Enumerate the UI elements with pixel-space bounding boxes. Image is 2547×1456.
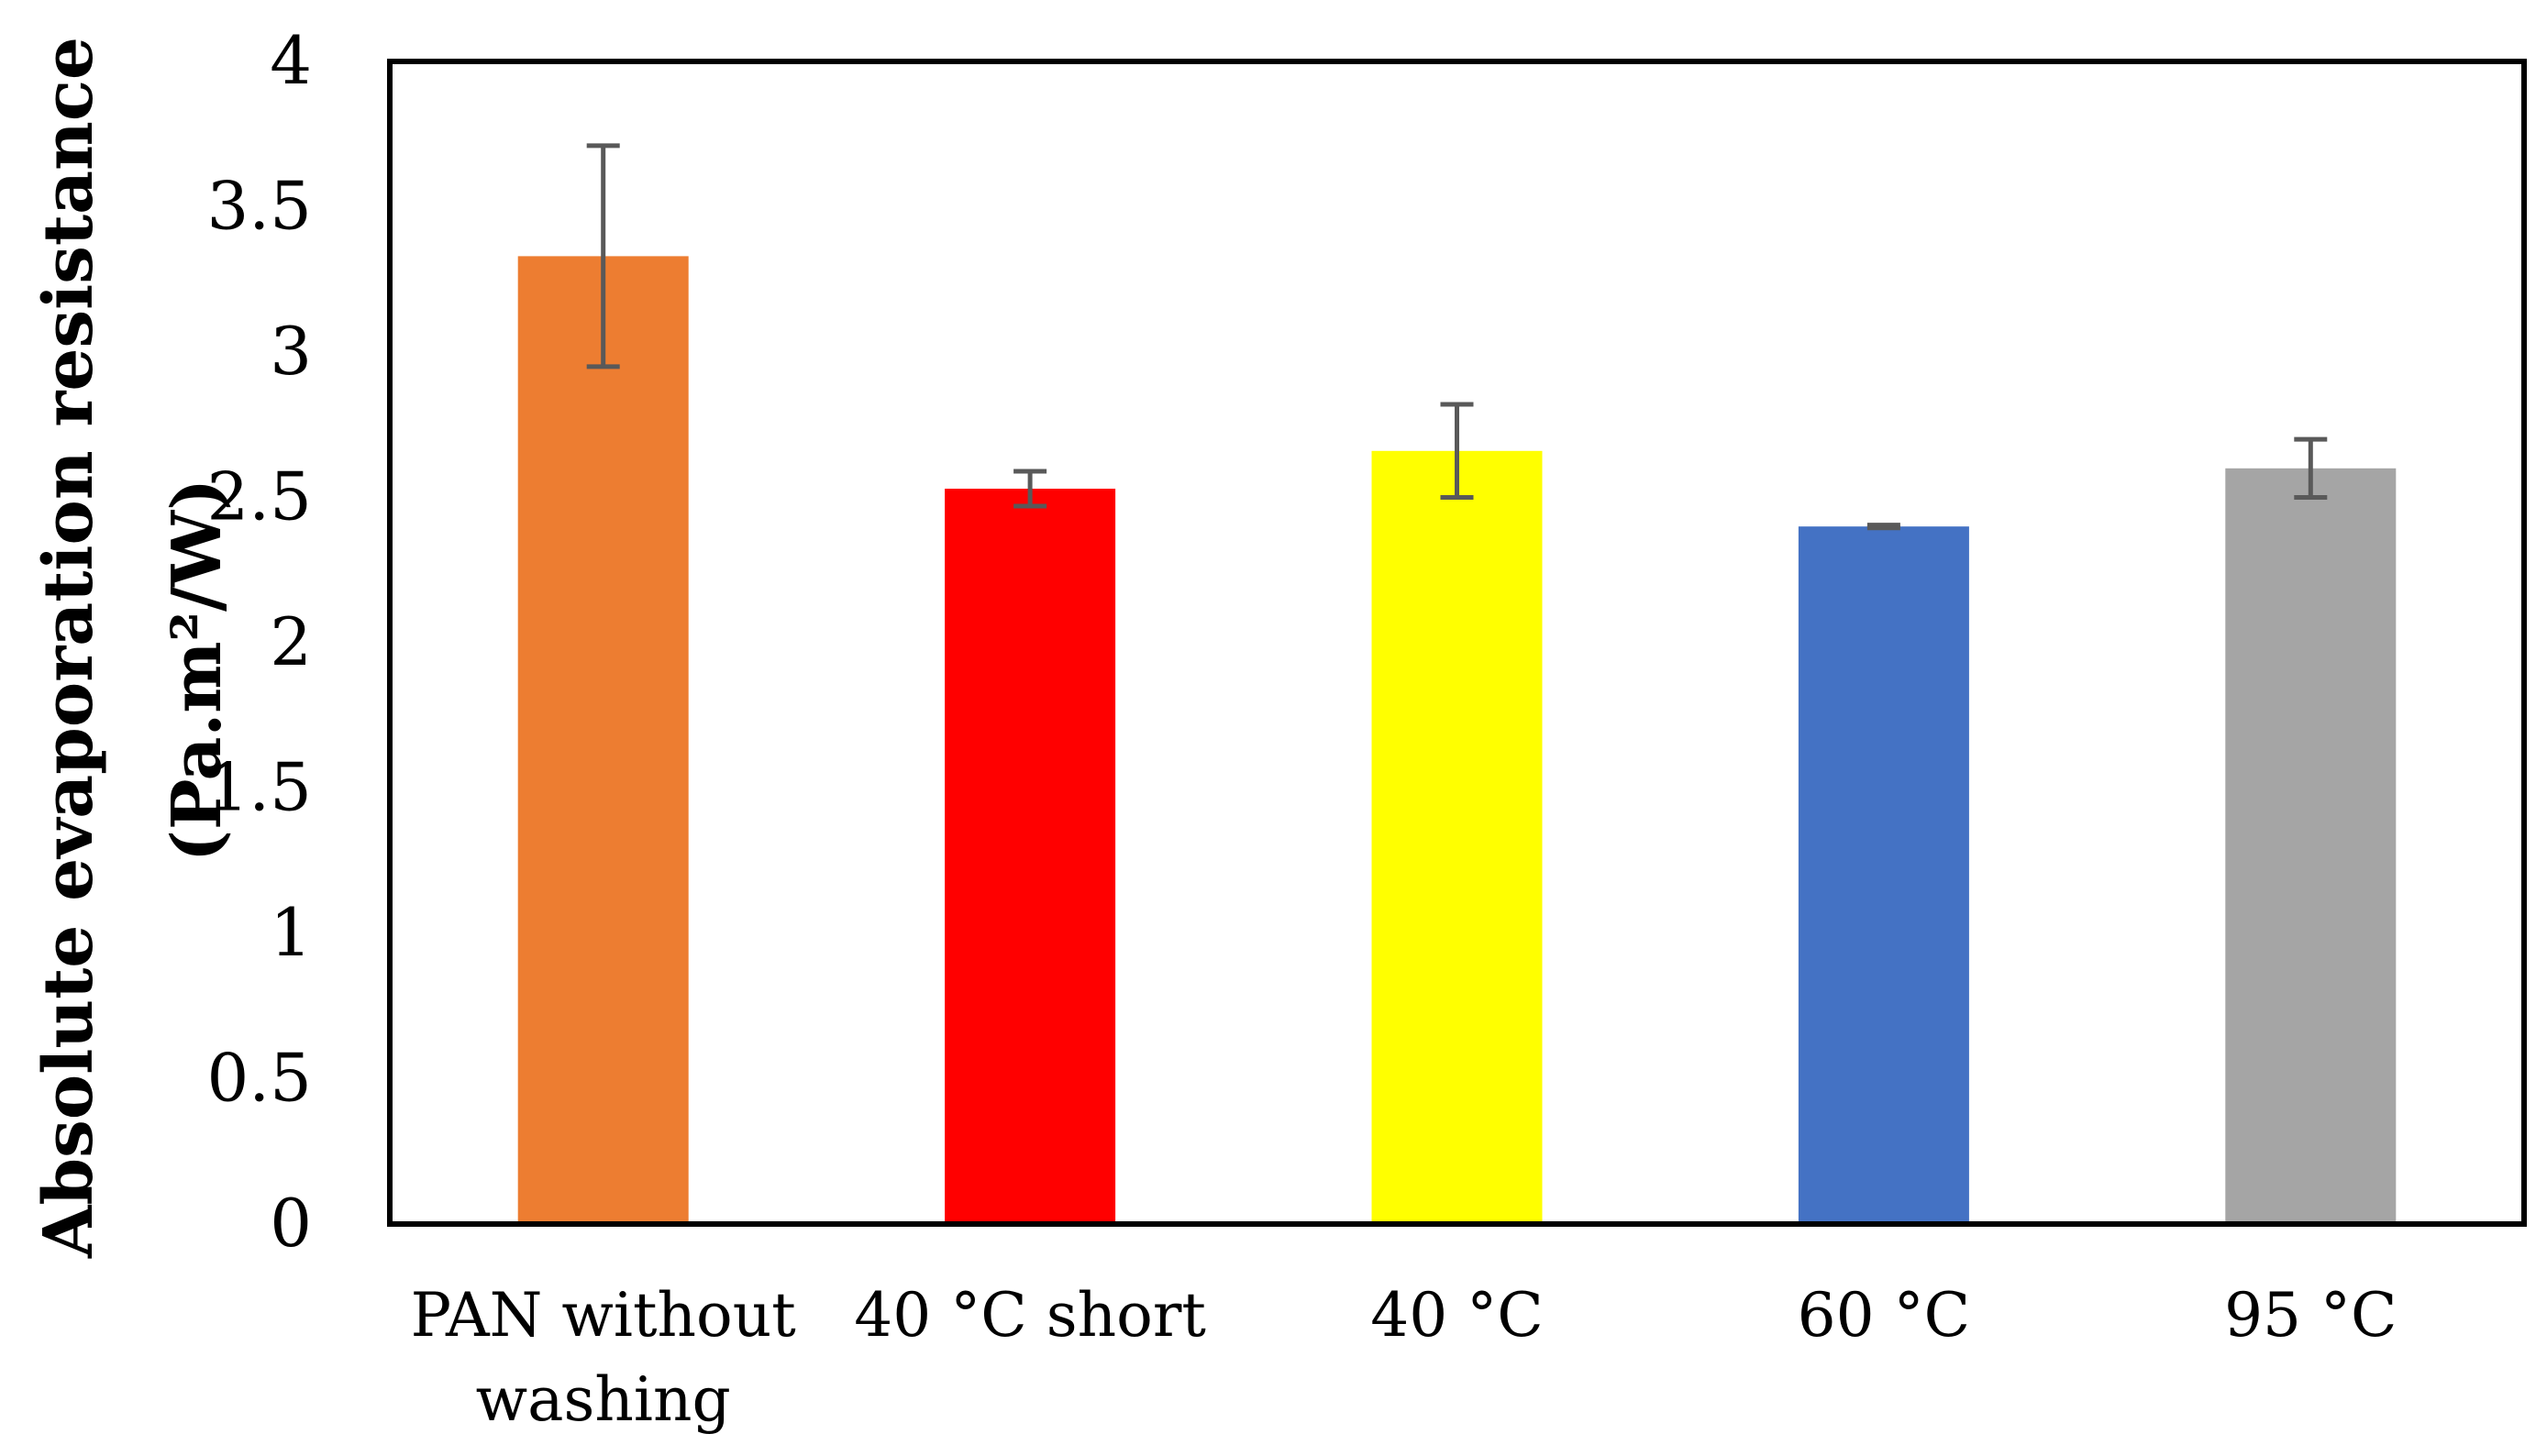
y-tick-label: 1: [270, 894, 312, 971]
x-category-label: 95 °C: [2224, 1280, 2397, 1351]
x-category-label: washing: [476, 1364, 731, 1435]
error-bar-2: [1013, 469, 1047, 509]
x-category-label: 40 °C: [1370, 1280, 1543, 1351]
y-tick-label: 0: [270, 1185, 312, 1262]
bar-3: [1371, 450, 1543, 1224]
y-axis-title: Absolute evaporation resistance: [29, 37, 108, 1259]
bar-4: [1798, 526, 1969, 1224]
y-tick-label: 3.5: [206, 168, 312, 245]
y-tick-label: 2: [270, 603, 312, 680]
x-category-label: 60 °C: [1798, 1280, 1970, 1351]
error-bar-5: [2294, 436, 2328, 500]
x-category-label: 40 °C short: [854, 1280, 1206, 1351]
bar-1: [517, 256, 689, 1224]
y-tick-label: 2.5: [206, 458, 312, 535]
y-axis-unit: (Pa.m²/W): [158, 479, 237, 862]
y-tick-label: 1.5: [206, 749, 312, 826]
x-category-label: PAN without: [411, 1280, 796, 1351]
bar-5: [2225, 468, 2397, 1224]
error-bar-1: [586, 143, 620, 370]
plot-frame: [387, 59, 2527, 1227]
y-tick-label: 4: [270, 22, 312, 99]
y-tick-label: 3: [270, 313, 312, 390]
error-bar-4: [1866, 523, 1900, 531]
bar-2: [945, 489, 1116, 1224]
error-bar-3: [1440, 402, 1474, 500]
y-tick-label: 0.5: [206, 1040, 312, 1117]
